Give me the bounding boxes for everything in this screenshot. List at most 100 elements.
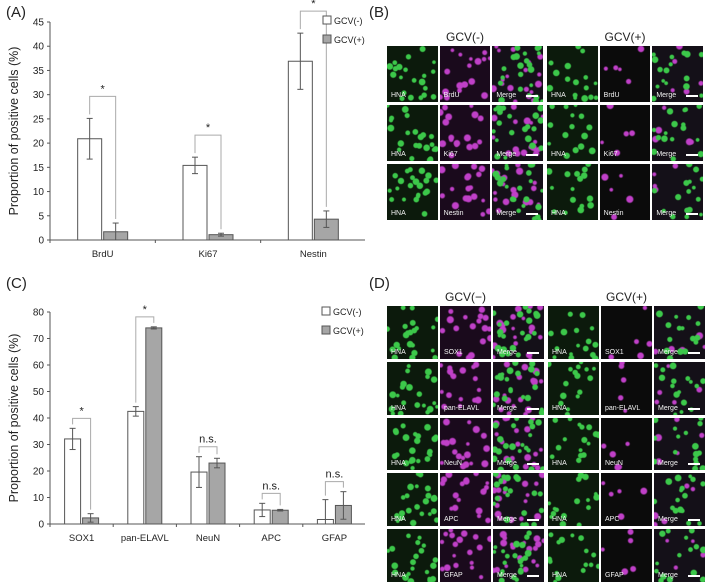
y-tick-label: 80	[33, 308, 45, 319]
micrograph-channel-label: Ki67	[443, 151, 458, 158]
micrograph-channel-label: HNA	[391, 151, 406, 158]
scale-bar	[685, 213, 698, 215]
micrograph-channel-label: Merge	[658, 348, 678, 356]
legend-swatch	[322, 15, 332, 25]
micrograph-tile: Merge	[493, 473, 544, 527]
bar	[127, 410, 145, 525]
y-tick-label: 0	[38, 236, 44, 247]
micrograph-channel-label: Ki67	[603, 151, 618, 158]
micrograph-channel-label: HNA	[552, 571, 567, 579]
significance-label: n.s.	[326, 469, 344, 481]
micrograph-tile: Merge	[652, 164, 703, 220]
micrograph-tile: GFAP	[440, 529, 491, 582]
significance-bracket	[261, 492, 281, 506]
legend-label: GCV(-)	[334, 16, 363, 26]
micrograph-tile: Merge	[652, 105, 703, 161]
y-tick-label: 40	[33, 42, 45, 53]
scale-bar	[527, 407, 539, 410]
micrograph-tile: HNA	[548, 361, 599, 415]
micrograph-tile: HNA	[547, 164, 598, 220]
bar	[208, 462, 226, 525]
scale-bar	[527, 463, 539, 466]
micrograph-channel-label: Merge	[496, 151, 517, 158]
scale-bar	[527, 574, 539, 577]
micrograph-channel-label: Nestin	[603, 210, 624, 217]
category-label: Ki67	[198, 249, 217, 260]
significance-bracket	[194, 134, 222, 230]
significance-bracket	[299, 10, 327, 207]
micrograph-tile: pan-ELAVL	[440, 361, 491, 415]
micrograph-channel-label: BrdU	[603, 92, 620, 99]
significance-label: n.s.	[199, 434, 217, 446]
category-label: GFAP	[322, 533, 347, 544]
y-tick-label: 20	[33, 139, 45, 150]
significance-label: *	[311, 0, 316, 10]
scale-bar	[685, 154, 698, 156]
scale-bar	[688, 407, 700, 410]
bar	[287, 60, 313, 241]
significance-bracket	[324, 481, 344, 496]
micrograph-channel-label: GFAP	[605, 571, 624, 579]
significance-bracket	[72, 417, 92, 510]
category-label: pan-ELAVL	[121, 533, 169, 544]
micrograph-channel-label: GFAP	[444, 571, 463, 579]
legend-swatch	[321, 306, 331, 316]
micrograph-channel-label: HNA	[391, 92, 406, 99]
micrograph-tile: HNA	[547, 105, 598, 161]
micrograph-channel-label: Merge	[658, 460, 678, 468]
micrograph-channel-label: APC	[444, 516, 459, 524]
micrograph-channel-label: Merge	[658, 516, 678, 524]
micrograph-channel-label: HNA	[551, 92, 566, 99]
y-tick-label: 10	[33, 187, 45, 198]
micrograph-channel-label: Merge	[656, 151, 677, 158]
micrograph-tile: Merge	[492, 105, 543, 161]
y-tick-label: 25	[33, 114, 45, 125]
scale-bar	[525, 154, 538, 156]
micrograph-tile: pan-ELAVL	[601, 361, 652, 415]
y-tick-label: 30	[33, 90, 45, 101]
y-tick-label: 5	[38, 211, 44, 222]
micrograph-channel-label: Merge	[658, 571, 678, 579]
micrograph-group-title: GCV(-)	[446, 30, 484, 44]
micrograph-channel-label: Nestin	[443, 210, 464, 217]
micrograph-tile: HNA	[387, 306, 438, 359]
micrograph-tile: HNA	[387, 46, 438, 102]
significance-label: *	[101, 83, 106, 95]
y-tick-label: 45	[33, 18, 45, 29]
micrograph-panel-d: GCV(−) GCV(+) HNA SOX1 Merge HNA pan-ELAVL Merg…	[387, 290, 707, 582]
micrograph-channel-label: Merge	[656, 210, 677, 217]
micrograph-channel-label: HNA	[551, 151, 566, 158]
y-tick-label: 50	[33, 387, 45, 398]
micrograph-channel-label: Merge	[497, 516, 517, 524]
bar-chart-a: 0 5 10 15 20 25 30 35 40 45 Proportion of positive…	[7, 0, 365, 260]
micrograph-tile: Nestin	[599, 164, 651, 220]
micrograph-tile: BrdU	[439, 46, 491, 102]
bar-chart-c: 0 10 20 30 40 50 60 70 80 Proportion of positive …	[7, 304, 365, 544]
significance-bracket	[198, 446, 218, 455]
panel-label-b: (B)	[369, 4, 389, 21]
micrograph-channel-label: HNA	[391, 404, 406, 412]
micrograph-tile: HNA	[548, 417, 599, 471]
micrograph-tile: Merge	[493, 306, 544, 359]
micrograph-tile: Merge	[654, 473, 705, 527]
micrograph-channel-label: HNA	[552, 460, 567, 468]
scale-bar	[688, 351, 700, 354]
bar	[271, 509, 289, 525]
significance-label: *	[143, 304, 148, 316]
micrograph-channel-label: HNA	[552, 516, 567, 524]
y-tick-label: 70	[33, 334, 45, 345]
micrograph-tile: HNA	[387, 529, 438, 582]
micrograph-tile: HNA	[387, 105, 438, 161]
micrograph-channel-label: Merge	[497, 460, 517, 468]
micrograph-channel-label: HNA	[391, 348, 406, 356]
micrograph-channel-label: HNA	[391, 460, 406, 468]
y-tick-label: 60	[33, 361, 45, 372]
micrograph-group-title: GCV(+)	[604, 30, 646, 44]
bar	[182, 164, 208, 241]
micrograph-tile: NeuN	[440, 417, 491, 471]
micrograph-tile: APC	[440, 473, 491, 527]
y-tick-label: 15	[33, 163, 45, 174]
micrograph-tile: Merge	[493, 417, 544, 471]
category-label: BrdU	[92, 249, 114, 260]
micrograph-channel-label: HNA	[551, 210, 566, 217]
